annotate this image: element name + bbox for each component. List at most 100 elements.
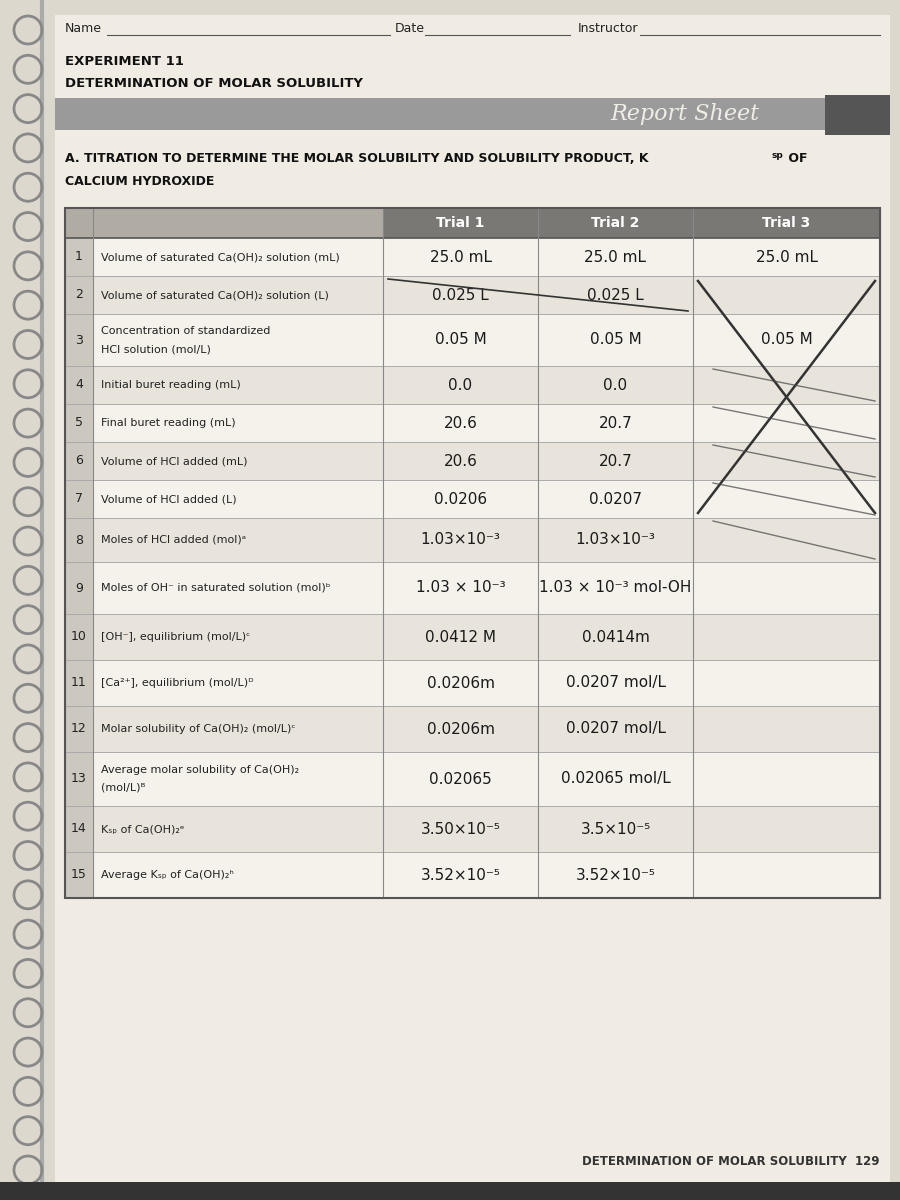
Text: 25.0 mL: 25.0 mL [429, 250, 491, 264]
Bar [65, 562, 93, 614]
Bar [65, 276, 880, 314]
Bar [65, 660, 93, 706]
Bar [65, 314, 93, 366]
Text: CALCIUM HYDROXIDE: CALCIUM HYDROXIDE [65, 175, 214, 188]
Bar [65, 366, 880, 404]
Text: Moles of HCl added (mol)ᵃ: Moles of HCl added (mol)ᵃ [101, 535, 246, 545]
Text: 1: 1 [75, 251, 83, 264]
Text: 0.05 M: 0.05 M [435, 332, 486, 348]
Text: 3.52×10⁻⁵: 3.52×10⁻⁵ [576, 868, 655, 882]
Text: Report Sheet: Report Sheet [610, 103, 759, 125]
Bar [65, 806, 880, 852]
Bar [65, 480, 93, 518]
Bar [383, 208, 880, 238]
Bar [65, 238, 880, 276]
Text: 0.0: 0.0 [603, 378, 627, 392]
Bar [65, 314, 880, 366]
Text: Volume of saturated Ca(OH)₂ solution (L): Volume of saturated Ca(OH)₂ solution (L) [101, 290, 328, 300]
Text: sp: sp [772, 151, 784, 160]
Text: A. TITRATION TO DETERMINE THE MOLAR SOLUBILITY AND SOLUBILITY PRODUCT, K: A. TITRATION TO DETERMINE THE MOLAR SOLU… [65, 152, 649, 164]
Text: Date: Date [395, 22, 425, 35]
Text: 3.5×10⁻⁵: 3.5×10⁻⁵ [580, 822, 651, 836]
Text: [OH⁻], equilibrium (mol/L)ᶜ: [OH⁻], equilibrium (mol/L)ᶜ [101, 632, 250, 642]
Text: 20.7: 20.7 [598, 454, 633, 468]
Text: 0.0206: 0.0206 [434, 492, 487, 506]
Bar [825, 95, 890, 134]
Bar [65, 706, 880, 752]
Bar [65, 208, 383, 238]
Bar [65, 442, 880, 480]
Text: Kₛₚ of Ca(OH)₂ᵉ: Kₛₚ of Ca(OH)₂ᵉ [101, 824, 184, 834]
Text: 3.50×10⁻⁵: 3.50×10⁻⁵ [420, 822, 500, 836]
Bar [65, 752, 880, 806]
Text: 11: 11 [71, 677, 87, 690]
Text: OF: OF [784, 152, 807, 164]
Bar [65, 208, 880, 898]
Text: 1.03 × 10⁻³ mol-OH: 1.03 × 10⁻³ mol-OH [539, 581, 692, 595]
Text: 0.0206m: 0.0206m [427, 721, 494, 737]
Text: 1.03×10⁻³: 1.03×10⁻³ [420, 533, 500, 547]
Text: 0.0: 0.0 [448, 378, 472, 392]
Text: (mol/L)ᴮ: (mol/L)ᴮ [101, 782, 146, 793]
Text: HCl solution (mol/L): HCl solution (mol/L) [101, 344, 211, 354]
Bar [65, 518, 880, 562]
Text: 0.05 M: 0.05 M [590, 332, 642, 348]
Text: [Ca²⁺], equilibrium (mol/L)ᴰ: [Ca²⁺], equilibrium (mol/L)ᴰ [101, 678, 254, 688]
Bar [65, 852, 880, 898]
Bar [65, 404, 880, 442]
Bar [65, 806, 93, 852]
Text: 15: 15 [71, 869, 87, 882]
Text: Average molar solubility of Ca(OH)₂: Average molar solubility of Ca(OH)₂ [101, 766, 299, 775]
Bar [65, 276, 93, 314]
Text: 20.6: 20.6 [444, 415, 477, 431]
Text: 0.0412 M: 0.0412 M [425, 630, 496, 644]
Text: Volume of HCl added (mL): Volume of HCl added (mL) [101, 456, 248, 466]
Text: Moles of OH⁻ in saturated solution (mol)ᵇ: Moles of OH⁻ in saturated solution (mol)… [101, 583, 330, 593]
Text: 0.0207 mol/L: 0.0207 mol/L [565, 676, 665, 690]
Bar [0, 1182, 900, 1200]
Text: 0.025 L: 0.025 L [587, 288, 644, 302]
Text: 0.0414m: 0.0414m [581, 630, 650, 644]
Text: 3.52×10⁻⁵: 3.52×10⁻⁵ [420, 868, 500, 882]
Text: DETERMINATION OF MOLAR SOLUBILITY: DETERMINATION OF MOLAR SOLUBILITY [65, 77, 363, 90]
Text: 1.03 × 10⁻³: 1.03 × 10⁻³ [416, 581, 505, 595]
Text: 0.05 M: 0.05 M [760, 332, 813, 348]
Text: Molar solubility of Ca(OH)₂ (mol/L)ᶜ: Molar solubility of Ca(OH)₂ (mol/L)ᶜ [101, 724, 295, 734]
Text: 10: 10 [71, 630, 87, 643]
Text: 0.025 L: 0.025 L [432, 288, 489, 302]
Text: EXPERIMENT 11: EXPERIMENT 11 [65, 55, 184, 68]
Text: Trial 1: Trial 1 [436, 216, 485, 230]
Text: 13: 13 [71, 773, 87, 786]
Text: 6: 6 [75, 455, 83, 468]
Bar [65, 366, 93, 404]
Bar [65, 614, 880, 660]
Text: Volume of saturated Ca(OH)₂ solution (mL): Volume of saturated Ca(OH)₂ solution (mL… [101, 252, 340, 262]
Text: 2: 2 [75, 288, 83, 301]
Text: Concentration of standardized: Concentration of standardized [101, 326, 270, 336]
Bar [65, 706, 93, 752]
Text: 0.0207: 0.0207 [589, 492, 642, 506]
Text: 4: 4 [75, 378, 83, 391]
Bar [65, 660, 880, 706]
Bar [65, 238, 93, 276]
Text: 20.7: 20.7 [598, 415, 633, 431]
Text: Volume of HCl added (L): Volume of HCl added (L) [101, 494, 237, 504]
Bar [55, 98, 830, 130]
Text: 0.0207 mol/L: 0.0207 mol/L [565, 721, 665, 737]
Text: Initial buret reading (mL): Initial buret reading (mL) [101, 380, 241, 390]
Text: 9: 9 [75, 582, 83, 594]
Bar [65, 518, 93, 562]
Text: DETERMINATION OF MOLAR SOLUBILITY  129: DETERMINATION OF MOLAR SOLUBILITY 129 [582, 1154, 880, 1168]
Text: 8: 8 [75, 534, 83, 546]
Bar [65, 480, 880, 518]
Text: 25.0 mL: 25.0 mL [584, 250, 646, 264]
Bar [65, 752, 93, 806]
Text: 0.0206m: 0.0206m [427, 676, 494, 690]
Bar [65, 852, 93, 898]
Text: Average Kₛₚ of Ca(OH)₂ʰ: Average Kₛₚ of Ca(OH)₂ʰ [101, 870, 234, 880]
Text: 1.03×10⁻³: 1.03×10⁻³ [576, 533, 655, 547]
Text: 12: 12 [71, 722, 87, 736]
Bar [65, 562, 880, 614]
Text: Instructor: Instructor [578, 22, 638, 35]
Text: Trial 3: Trial 3 [762, 216, 811, 230]
